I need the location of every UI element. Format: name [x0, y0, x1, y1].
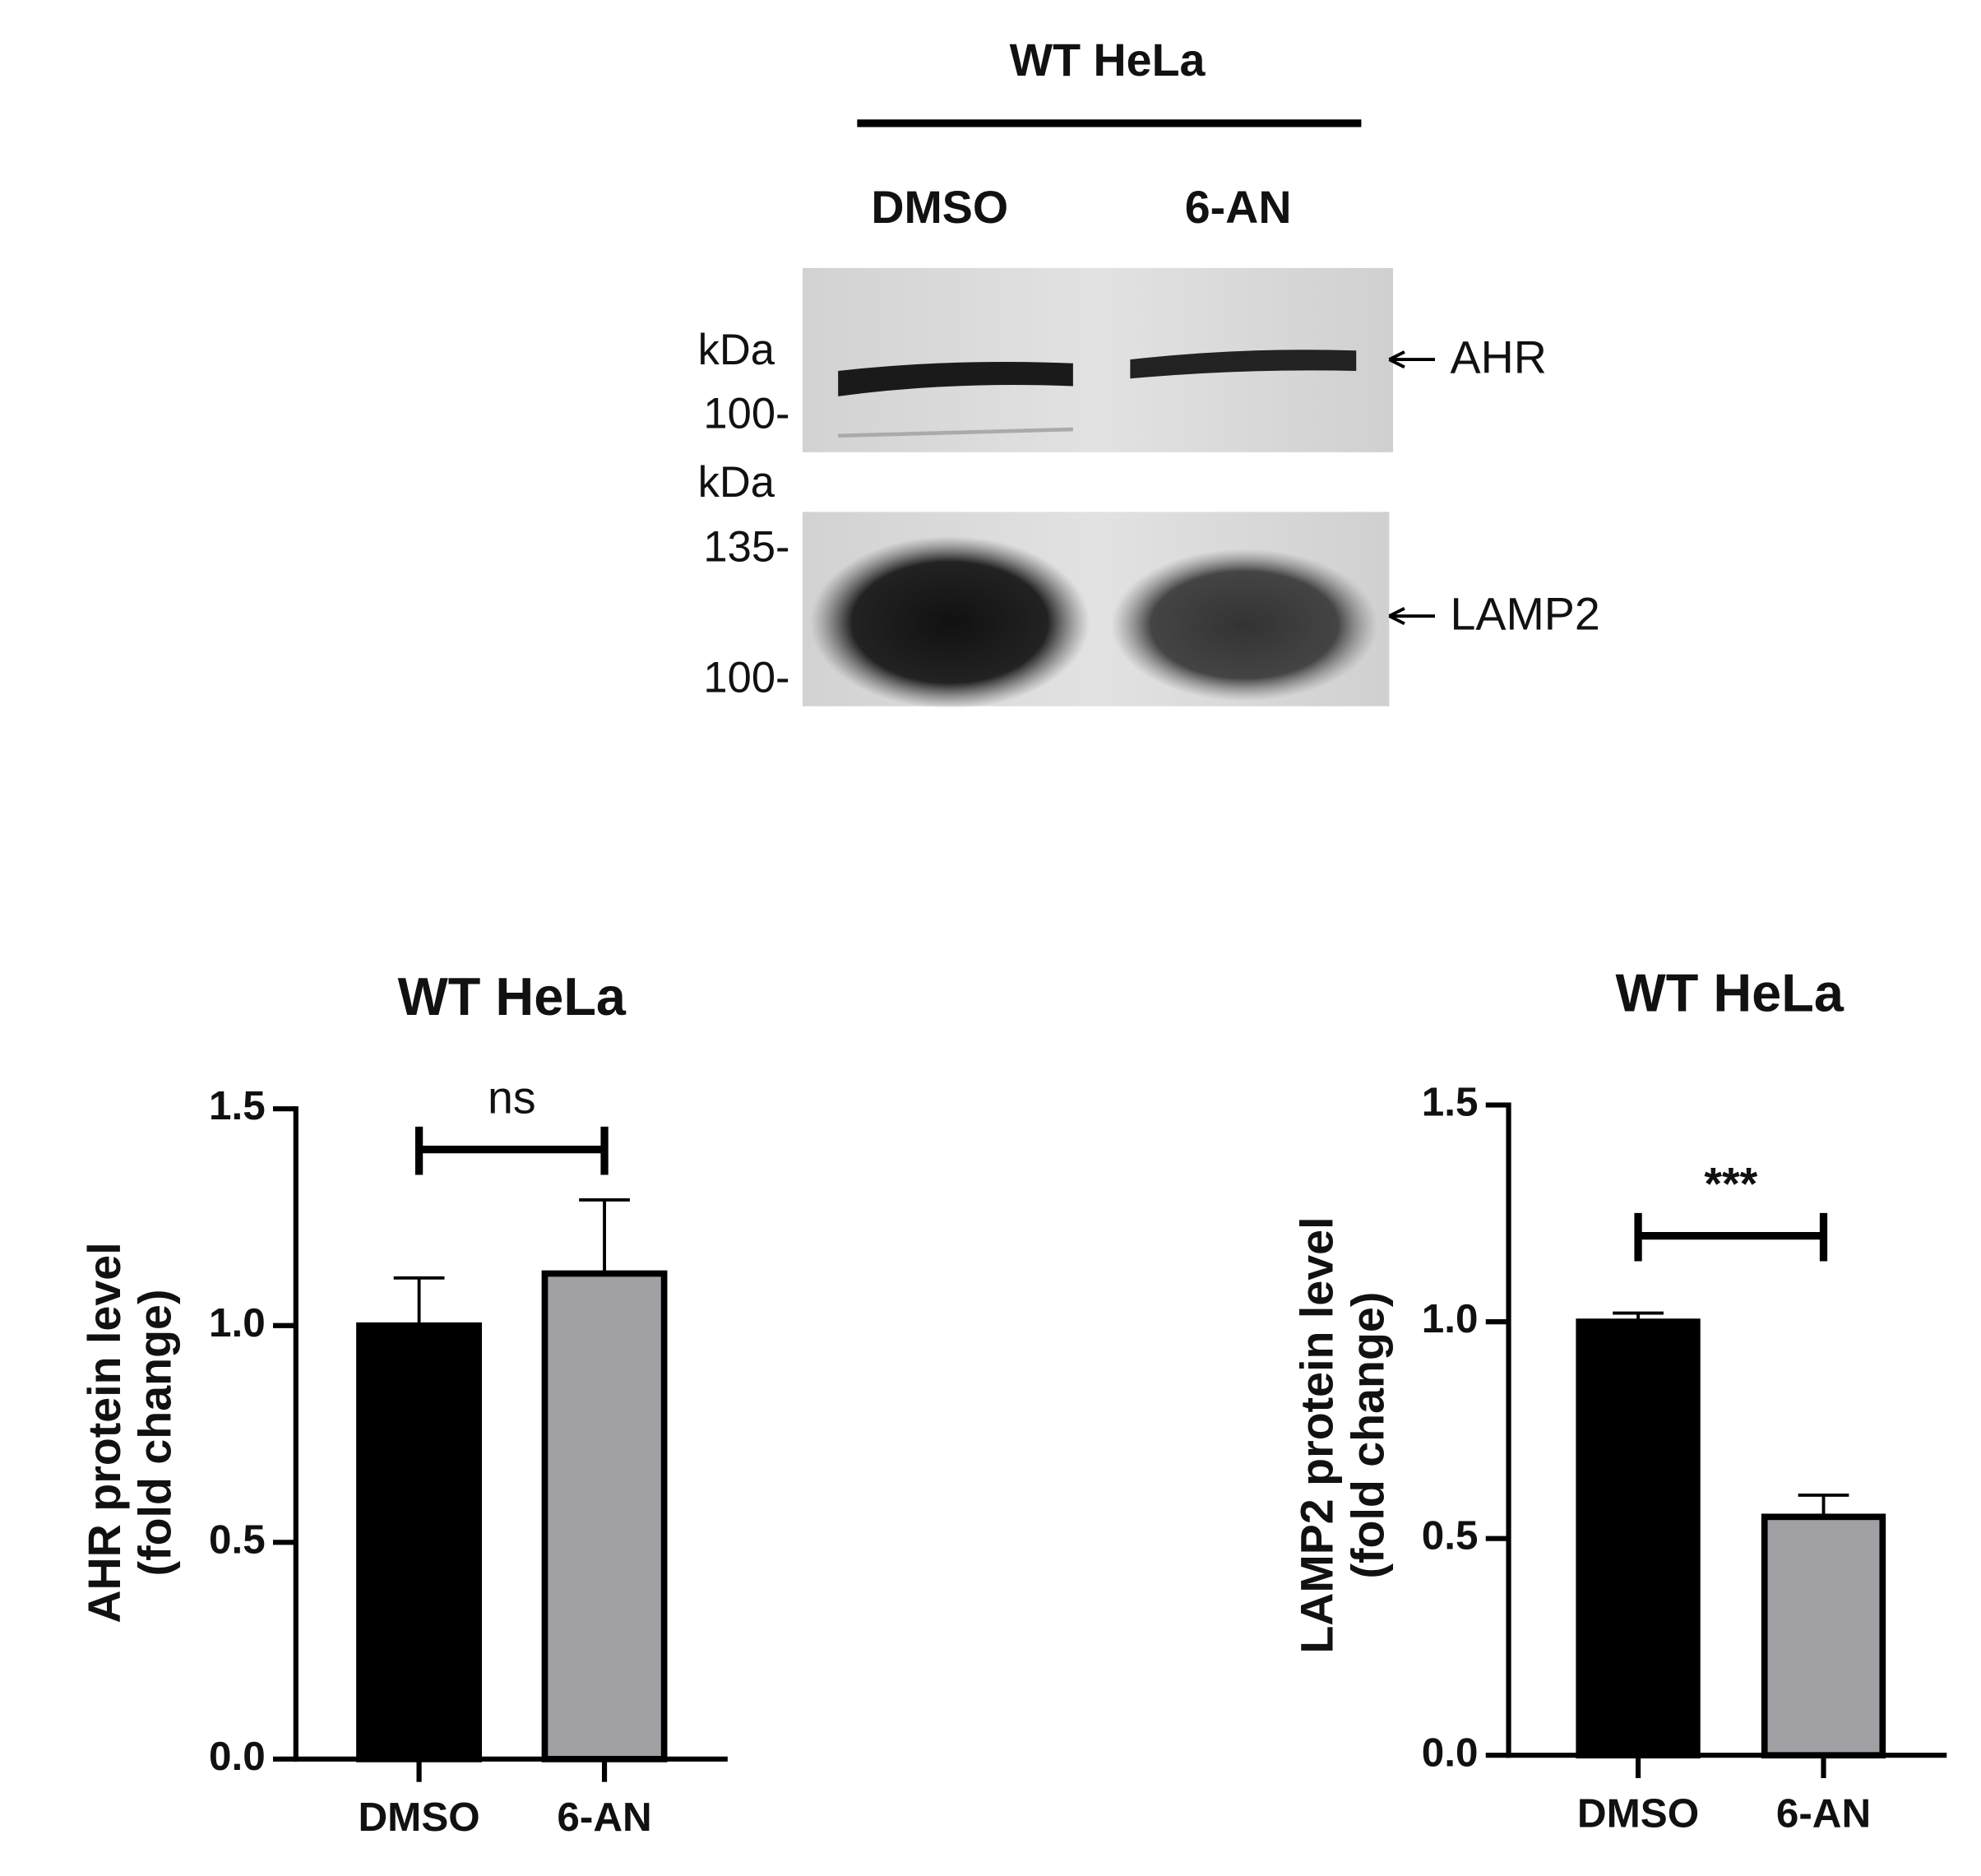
band	[838, 427, 1073, 438]
blot-title: WT HeLa	[1010, 35, 1206, 86]
y-tick-label: 0.0	[209, 1734, 266, 1779]
band-label: LAMP2	[1451, 588, 1600, 639]
marker-label: kDa	[698, 326, 775, 374]
y-axis-label: LAMP2 protein level	[1292, 1216, 1343, 1653]
bar	[1761, 1513, 1886, 1759]
arrow	[1388, 607, 1435, 626]
y-tick-label: 1.5	[209, 1083, 266, 1128]
marker-label: 135-	[703, 523, 789, 572]
y-tick-label: 0.0	[1422, 1730, 1479, 1775]
bar	[356, 1322, 483, 1763]
marker-label: kDa	[698, 458, 775, 507]
chart-title: WT HeLa	[1616, 962, 1844, 1022]
y-tick-label: 1.0	[209, 1300, 266, 1346]
significance-label: ns	[488, 1072, 536, 1123]
lane-label: DMSO	[871, 182, 1008, 233]
x-tick-label: 6-AN	[1776, 1790, 1871, 1836]
significance-bracket	[414, 1126, 609, 1175]
chart-title: WT HeLa	[398, 966, 627, 1026]
band	[838, 361, 1073, 396]
y-axis-label: AHR protein level	[79, 1242, 130, 1623]
lane-label: 6-AN	[1185, 182, 1292, 233]
bar	[1576, 1318, 1701, 1759]
y-tick-label: 0.5	[1422, 1513, 1479, 1559]
bar	[541, 1270, 668, 1763]
y-tick-label: 1.0	[1422, 1296, 1479, 1341]
y-tick-label: 1.5	[1422, 1080, 1479, 1125]
x-tick-label: 6-AN	[557, 1795, 651, 1840]
marker-label: 100-	[703, 389, 789, 438]
marker-label: 100-	[703, 654, 789, 702]
band	[1111, 549, 1378, 702]
significance-label: ***	[1704, 1159, 1757, 1210]
x-tick-label: DMSO	[1577, 1790, 1699, 1836]
y-tick-label: 0.5	[209, 1517, 266, 1562]
arrow	[1388, 350, 1435, 369]
x-tick-label: DMSO	[358, 1795, 479, 1840]
significance-bracket	[1634, 1212, 1828, 1262]
y-axis-label: (fold change)	[1342, 1292, 1393, 1579]
band	[1130, 350, 1357, 379]
band-label: AHR	[1451, 331, 1547, 382]
y-axis-label: (fold change)	[130, 1290, 181, 1577]
band	[810, 535, 1090, 709]
